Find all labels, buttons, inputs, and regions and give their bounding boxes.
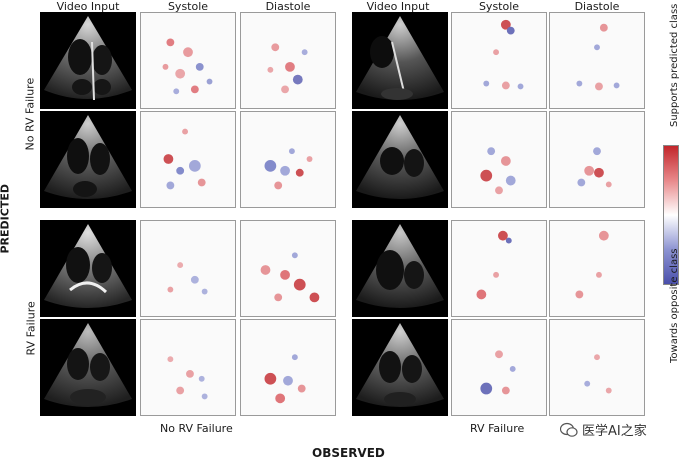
saliency-map-diastole bbox=[240, 12, 336, 109]
col-header-diastole-left: Diastole bbox=[265, 0, 311, 13]
saliency-map-systole bbox=[451, 111, 547, 208]
row-label-no-rv-failure: No RV Failure bbox=[23, 77, 37, 151]
observed-col-no-rv-failure: No RV Failure bbox=[160, 422, 233, 435]
saliency-map-systole bbox=[140, 111, 236, 208]
saliency-map-diastole bbox=[549, 319, 645, 416]
saliency-map-systole bbox=[451, 319, 547, 416]
colorbar-bottom-label: Towards opposite class bbox=[669, 248, 680, 363]
observed-axis-label: OBSERVED bbox=[312, 446, 385, 460]
saliency-map-systole bbox=[451, 12, 547, 109]
echo-video-panel bbox=[40, 12, 136, 109]
echo-video-panel bbox=[40, 319, 136, 416]
row-label-rv-failure: RV Failure bbox=[24, 301, 38, 356]
predicted-axis-label: PREDICTED bbox=[0, 184, 12, 254]
saliency-map-diastole bbox=[549, 220, 645, 317]
saliency-map-diastole bbox=[549, 12, 645, 109]
saliency-map-diastole bbox=[549, 111, 645, 208]
saliency-map-systole bbox=[451, 220, 547, 317]
observed-col-rv-failure: RV Failure bbox=[470, 422, 525, 435]
watermark-text: 医学AI之家 bbox=[582, 424, 647, 439]
echo-image-icon bbox=[44, 16, 132, 101]
echo-video-panel bbox=[352, 12, 448, 109]
saliency-map-diastole bbox=[240, 111, 336, 208]
col-header-systole-right: Systole bbox=[478, 0, 520, 13]
echo-video-panel bbox=[352, 319, 448, 416]
echo-video-panel bbox=[352, 220, 448, 317]
col-header-systole-left: Systole bbox=[167, 0, 209, 13]
saliency-map-systole bbox=[140, 12, 236, 109]
saliency-map-diastole bbox=[240, 319, 336, 416]
col-header-video-input-left: Video Input bbox=[56, 0, 120, 13]
saliency-map-systole bbox=[140, 220, 236, 317]
colorbar-top-label: Supports predicted class bbox=[669, 3, 680, 127]
echo-video-panel bbox=[352, 111, 448, 208]
colorbar bbox=[663, 145, 679, 285]
saliency-map-systole bbox=[140, 319, 236, 416]
echo-video-panel bbox=[40, 220, 136, 317]
col-header-diastole-right: Diastole bbox=[574, 0, 620, 13]
wechat-icon bbox=[560, 422, 578, 437]
saliency-map-diastole bbox=[240, 220, 336, 317]
col-header-video-input-right: Video Input bbox=[366, 0, 430, 13]
echo-video-panel bbox=[40, 111, 136, 208]
